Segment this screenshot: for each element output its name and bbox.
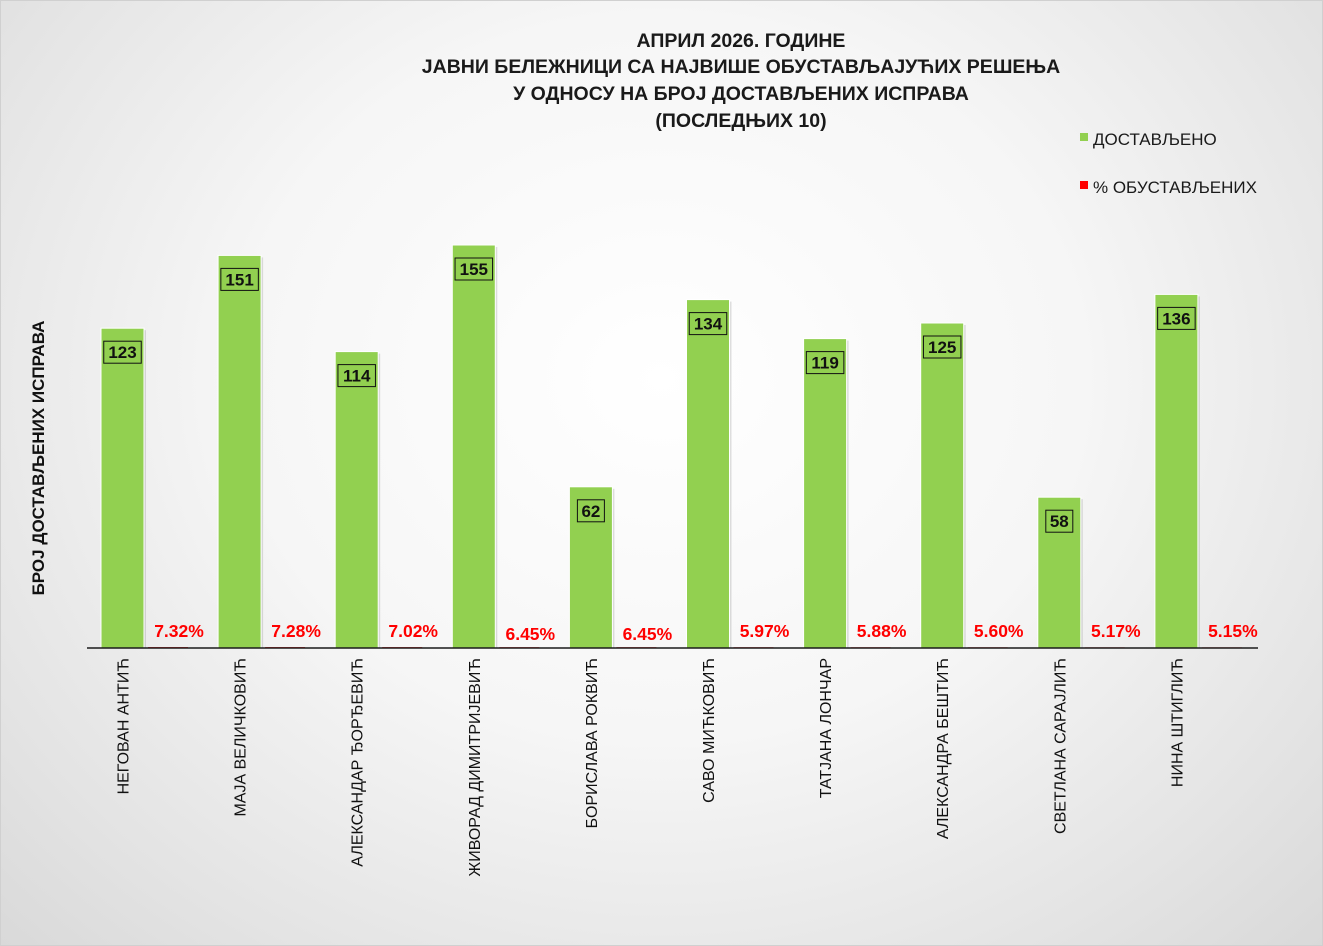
bar-value-label: 58 — [1050, 512, 1069, 531]
legend-swatch-suspended — [1080, 181, 1088, 189]
bar-value-box — [805, 351, 845, 375]
category-label: ТАТЈАНА ЛОНЧАР — [818, 658, 835, 798]
pct-value-label: 6.45% — [505, 624, 555, 644]
bar-value-box — [1045, 509, 1074, 533]
category-label: ЖИВОРАД ДИМИТРИЈЕВИЋ — [467, 658, 484, 877]
legend-label-delivered: ДОСТАВЉЕНО — [1093, 130, 1217, 149]
title-line-4: (ПОСЛЕДЊИХ 10) — [655, 110, 826, 132]
pct-value-label: 5.17% — [1091, 621, 1141, 641]
legend: ДОСТАВЉЕНО % ОБУСТАВЉЕНИХ — [1080, 130, 1257, 197]
bar-value-box — [922, 335, 962, 359]
pct-value-label: 6.45% — [623, 624, 673, 644]
legend-swatch-delivered — [1080, 133, 1088, 141]
bar-value-label: 134 — [694, 315, 723, 334]
category-label: НИНА ШТИГЛИЋ — [1169, 658, 1186, 787]
bar-value-label: 151 — [225, 270, 253, 289]
title-line-3: У ОДНОСУ НА БРОЈ ДОСТАВЉЕНИХ ИСПРАВА — [513, 83, 969, 105]
legend-label-suspended: % ОБУСТАВЉЕНИХ — [1093, 178, 1257, 197]
bar-value-label: 123 — [108, 343, 136, 362]
bar-delivered — [100, 327, 145, 649]
bar-delivered — [217, 254, 262, 649]
category-label: МАЈА ВЕЛИЧКОВИЋ — [233, 658, 250, 817]
title-line-2: ЈАВНИ БЕЛЕЖНИЦИ СА НАЈВИШЕ ОБУСТАВЉАЈУЋИ… — [422, 56, 1060, 78]
title-line-1: АПРИЛ 2026. ГОДИНЕ — [637, 30, 846, 52]
bar-value-label: 114 — [343, 367, 371, 386]
bar-value-label: 136 — [1162, 309, 1190, 328]
bar-delivered — [1154, 293, 1199, 649]
bar-delivered — [803, 338, 848, 649]
category-label: СВЕТЛАНА САРАЈЛИЋ — [1052, 658, 1069, 834]
bar-value-label: 155 — [460, 260, 488, 279]
bar-value-box — [337, 364, 376, 388]
bar-value-box — [688, 312, 728, 336]
pct-value-label: 5.15% — [1208, 621, 1258, 641]
bar-delivered — [920, 322, 965, 649]
y-axis-label: БРОЈ ДОСТАВЉЕНИХ ИСПРАВА — [29, 321, 48, 596]
pct-value-label: 5.97% — [740, 621, 790, 641]
category-label: САВО МИЋКОВИЋ — [701, 658, 718, 803]
plot-area: 123 7.32% НЕГОВАН АНТИЋ 151 7.28% МАЈА ВЕЛИЧК… — [100, 244, 1258, 877]
bar-value-box — [1157, 306, 1196, 330]
pct-value-label: 5.60% — [974, 621, 1024, 641]
category-label: АЛЕКСАНДРА БЕШТИЋ — [935, 658, 952, 839]
pct-value-label: 7.02% — [388, 621, 438, 641]
category-label: АЛЕКСАНДАР ЂОРЂЕВИЋ — [350, 658, 367, 867]
bar-value-box — [103, 340, 142, 364]
bar-value-label: 125 — [928, 338, 956, 357]
bar-delivered — [451, 244, 496, 649]
pct-value-label: 7.32% — [154, 621, 204, 641]
category-label: БОРИСЛАВА РОКВИЋ — [584, 658, 601, 828]
bar-value-box — [220, 267, 259, 291]
bar-delivered — [334, 351, 379, 649]
bar-value-box — [576, 499, 605, 523]
bar-delivered — [686, 299, 730, 649]
bar-value-box — [454, 257, 494, 281]
bar-value-label: 119 — [811, 354, 838, 373]
chart-title: АПРИЛ 2026. ГОДИНЕ ЈАВНИ БЕЛЕЖНИЦИ СА НА… — [422, 30, 1060, 132]
pct-value-label: 5.88% — [857, 621, 907, 641]
pct-value-label: 7.28% — [271, 621, 321, 641]
bar-value-label: 62 — [581, 502, 600, 521]
category-label: НЕГОВАН АНТИЋ — [116, 658, 133, 794]
